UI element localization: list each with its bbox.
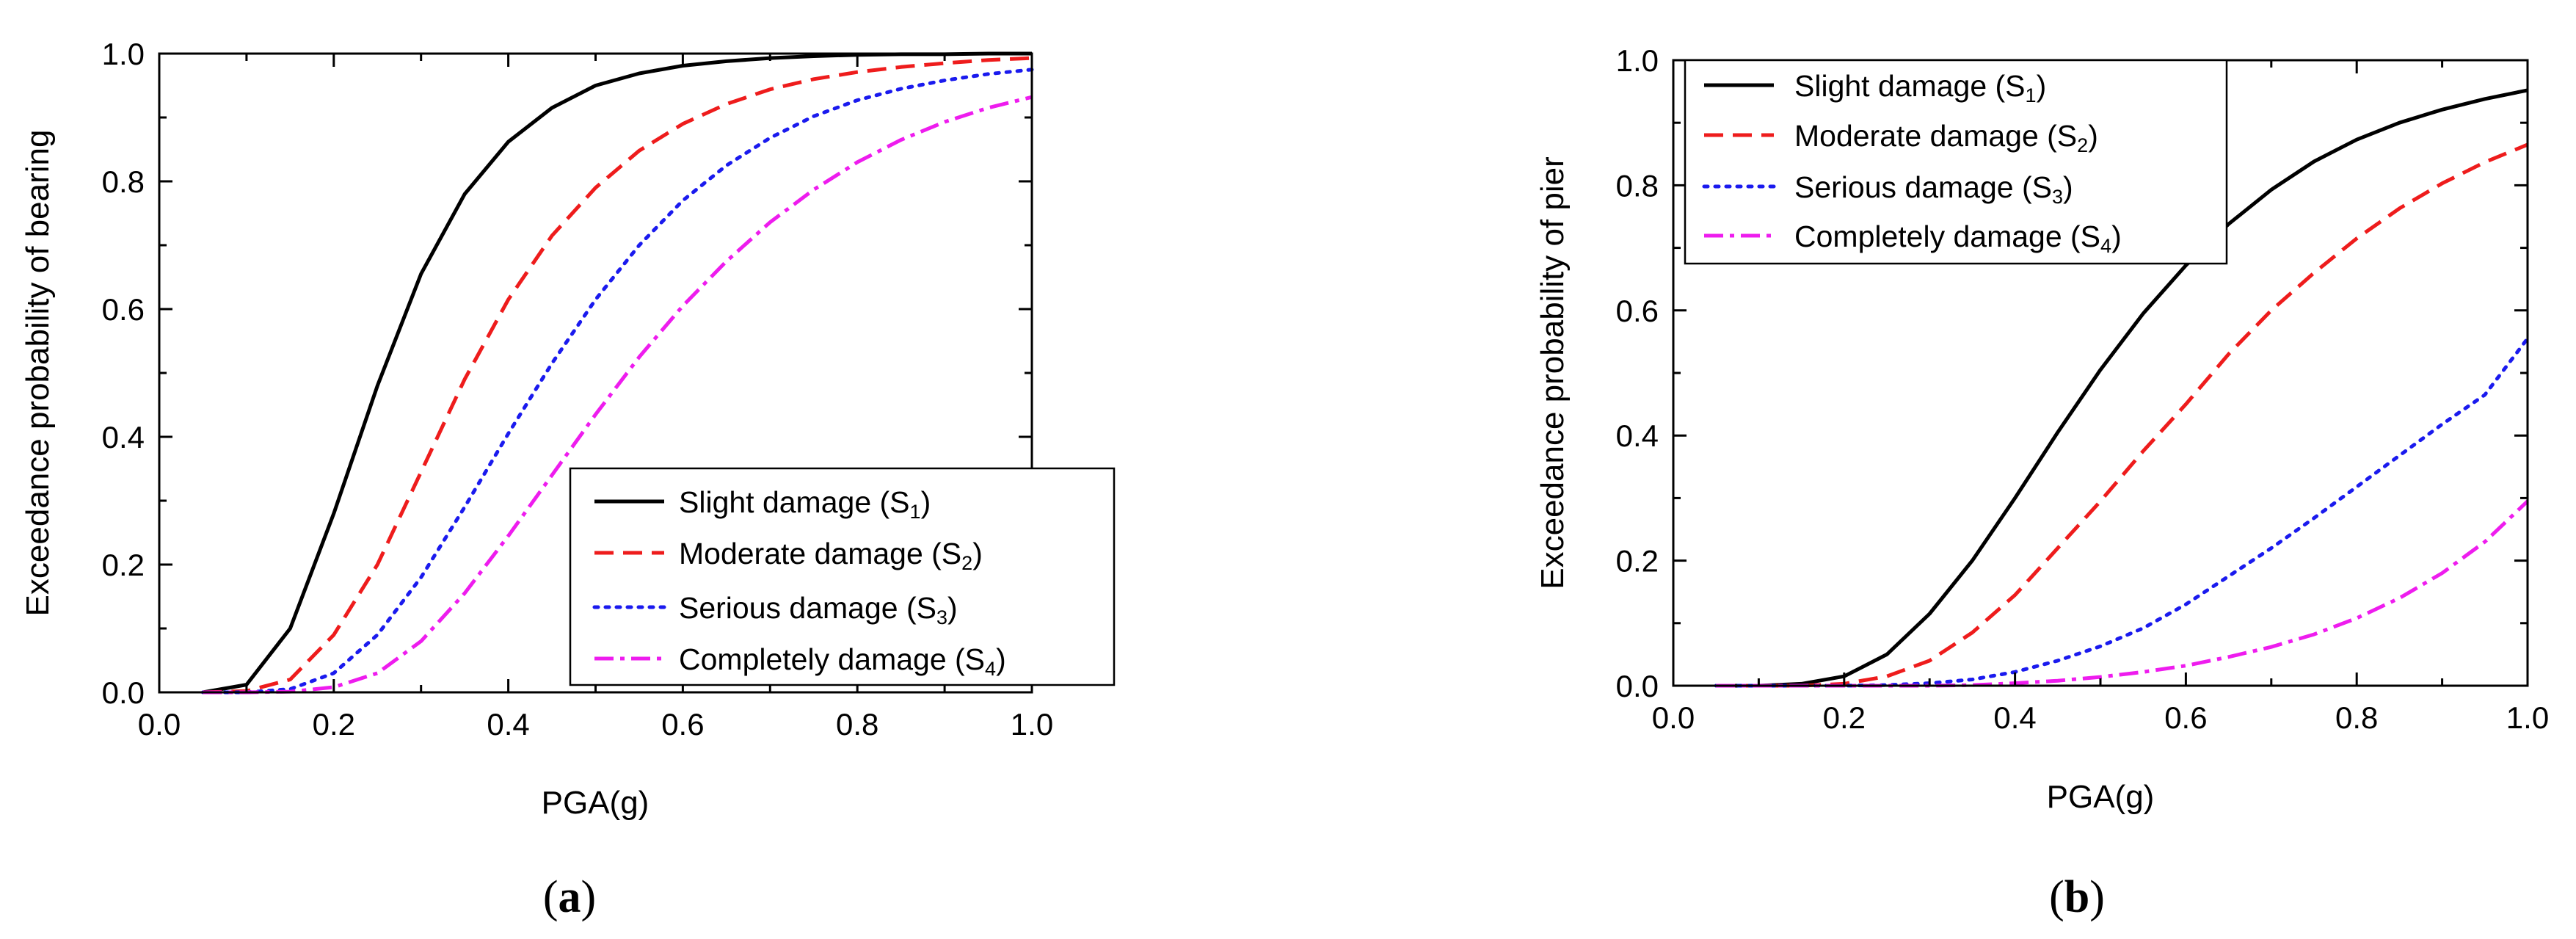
panel-b-caption: (b) (2049, 872, 2105, 922)
panel-a-chart: 0.0 0.2 0.4 0.6 0.8 1.0 0.0 0.2 0.4 0.6 0.8 1.0 PG… (20, 37, 1116, 922)
panel-a-legend-item: Serious damage (S3) (592, 591, 958, 628)
panel-b-x-tick-label: 0.0 (1652, 700, 1695, 735)
panel-b-x-tick-label: 0.6 (2164, 700, 2207, 735)
panel-a-x-axis-label: PGA(g) (542, 785, 650, 821)
panel-b-x-tick-label: 1.0 (2506, 700, 2549, 735)
panel-a-x-tick-label: 1.0 (1011, 707, 1053, 742)
panel-b-y-tick-label: 0.8 (1616, 168, 1659, 203)
panel-b-series-4-line (1716, 499, 2529, 688)
panel-a-series-3-line (200, 68, 1034, 695)
panel-a-x-tick-label: 0.2 (313, 707, 355, 742)
panel-a-y-tick-label: 0.6 (102, 292, 145, 327)
panel-b-series-1-line (1716, 88, 2528, 688)
panel-a-legend-item: Slight damage (S1) (594, 485, 931, 523)
panel-b-legend-box (1684, 59, 2228, 265)
panel-a-x-tick-label: 0.0 (138, 707, 181, 742)
panel-a-caption: (a) (543, 872, 596, 922)
panel-a-legend-label: Moderate damage (S2) (679, 537, 983, 574)
panel-b-x-tick-label: 0.4 (1993, 700, 2036, 735)
panel-b-y-tick-label: 0.0 (1616, 669, 1659, 703)
panel-a-y-tick-label: 0.4 (102, 420, 145, 454)
panel-a-series-4-line (203, 95, 1033, 695)
panel-a-legend-label: Completely damage (S4) (679, 642, 1006, 680)
panel-b-legend-label: Slight damage (S1) (1794, 69, 2046, 106)
panel-a-y-tick-label: 0.8 (102, 164, 145, 199)
panel-b-x-tick-label: 0.8 (2335, 700, 2378, 735)
panel-b-legend-item: Slight damage (S1) (1704, 69, 2046, 106)
panel-a-legend-box (569, 467, 1116, 686)
panel-a-legend-item: Completely damage (S4) (594, 642, 1006, 680)
panel-a-x-tick-labels: 0.0 0.2 0.4 0.6 0.8 1.0 (138, 707, 1053, 742)
panel-b-legend: Slight damage (S1) Moderate damage (S2) … (1684, 59, 2228, 265)
panel-b-y-tick-label: 0.6 (1616, 294, 1659, 328)
panel-b-y-axis-label: Exceedance probability of pier (1535, 156, 1571, 589)
panel-a-y-tick-label: 0.2 (102, 548, 145, 582)
panel-a-ticks (158, 52, 1033, 694)
panel-b-legend-item: Moderate damage (S2) (1704, 119, 2098, 156)
panel-a-legend-label: Serious damage (S3) (679, 591, 958, 628)
panel-b-legend-label: Completely damage (S4) (1794, 220, 2122, 257)
panel-a-y-tick-labels: 0.0 0.2 0.4 0.6 0.8 1.0 (102, 37, 145, 710)
panel-b-x-tick-label: 0.2 (1823, 700, 1866, 735)
panel-a-legend-label: Slight damage (S1) (679, 485, 931, 523)
panel-b-legend-label: Moderate damage (S2) (1794, 119, 2098, 156)
panel-a-y-tick-label: 1.0 (102, 37, 145, 71)
panel-a-legend-item: Moderate damage (S2) (594, 537, 983, 574)
panel-a-x-tick-label: 0.8 (836, 707, 878, 742)
panel-b-chart: 0.0 0.2 0.4 0.6 0.8 1.0 0.0 0.2 0.4 0.6 0.8 1.0 PG… (1535, 43, 2549, 922)
panel-a-y-tick-label: 0.0 (102, 675, 145, 710)
panel-b-x-axis-label: PGA(g) (2047, 779, 2155, 815)
panel-a-legend: Slight damage (S1) Moderate damage (S2) … (569, 467, 1116, 686)
panel-a-x-tick-label: 0.4 (487, 707, 529, 742)
panel-b-legend-item: Completely damage (S4) (1704, 220, 2122, 257)
panel-b-legend-label: Serious damage (S3) (1794, 170, 2073, 208)
panel-b-y-tick-label: 0.2 (1616, 544, 1659, 579)
panel-a-x-tick-label: 0.6 (661, 707, 704, 742)
panel-b-series-3-line (1714, 336, 2530, 688)
panel-b-y-tick-labels: 0.0 0.2 0.4 0.6 0.8 1.0 (1616, 43, 1659, 703)
panel-b-series-2-line (1716, 142, 2528, 688)
panel-a-y-axis-label: Exceedance probability of bearing (20, 130, 56, 617)
panel-b-y-tick-label: 0.4 (1616, 418, 1659, 453)
panel-b-x-tick-labels: 0.0 0.2 0.4 0.6 0.8 1.0 (1652, 700, 2549, 735)
panel-b-y-tick-label: 1.0 (1616, 43, 1659, 78)
panel-a-series-2-line (203, 56, 1033, 695)
panel-b-legend-item: Serious damage (S3) (1702, 170, 2073, 208)
